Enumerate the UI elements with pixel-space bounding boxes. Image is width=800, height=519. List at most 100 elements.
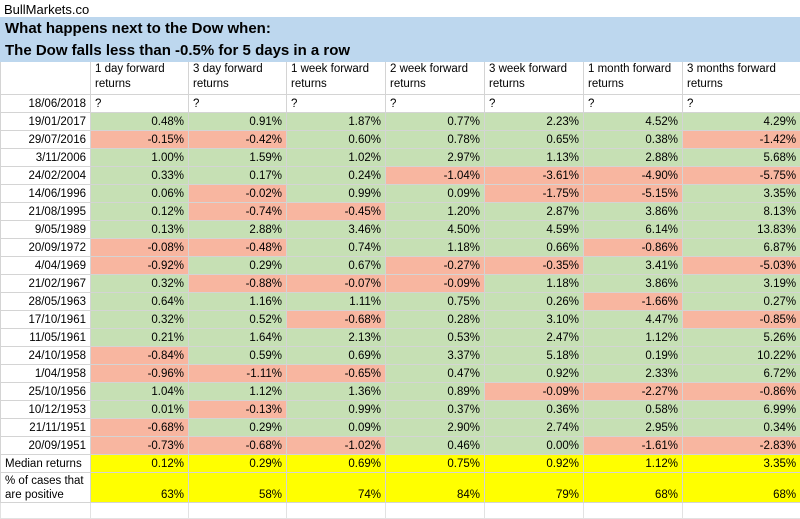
return-cell[interactable]: -0.92% (91, 257, 189, 275)
header-cell[interactable]: 1 day forward returns (91, 62, 189, 95)
date-cell[interactable]: 21/11/1951 (1, 419, 91, 437)
return-cell[interactable]: -0.68% (287, 311, 386, 329)
return-cell[interactable]: 2.97% (386, 149, 485, 167)
return-cell[interactable]: 3.46% (287, 221, 386, 239)
return-cell[interactable]: 0.69% (287, 347, 386, 365)
return-cell[interactable]: 1.02% (287, 149, 386, 167)
return-cell[interactable]: 5.18% (485, 347, 584, 365)
return-cell[interactable]: 0.65% (485, 131, 584, 149)
return-cell[interactable]: 0.92% (485, 365, 584, 383)
return-cell[interactable]: -0.84% (91, 347, 189, 365)
return-cell[interactable]: -0.68% (91, 419, 189, 437)
return-cell[interactable]: 2.33% (584, 365, 683, 383)
return-cell[interactable]: 0.99% (287, 401, 386, 419)
return-cell[interactable]: 4.50% (386, 221, 485, 239)
empty-cell[interactable] (189, 503, 287, 519)
date-cell[interactable]: 25/10/1956 (1, 383, 91, 401)
return-cell[interactable]: 0.19% (584, 347, 683, 365)
return-cell[interactable]: 10.22% (683, 347, 800, 365)
return-cell[interactable]: -0.13% (189, 401, 287, 419)
return-cell[interactable]: 1.12% (189, 383, 287, 401)
return-cell[interactable]: 0.32% (91, 311, 189, 329)
return-cell[interactable]: 1.36% (287, 383, 386, 401)
date-cell[interactable]: 19/01/2017 (1, 113, 91, 131)
return-cell[interactable]: -1.04% (386, 167, 485, 185)
return-cell[interactable]: 0.00% (485, 437, 584, 455)
return-cell[interactable]: -0.27% (386, 257, 485, 275)
empty-cell[interactable] (485, 503, 584, 519)
return-cell[interactable]: -0.09% (386, 275, 485, 293)
return-cell[interactable]: 0.33% (91, 167, 189, 185)
return-cell[interactable]: 1.18% (386, 239, 485, 257)
return-cell[interactable]: 2.95% (584, 419, 683, 437)
return-cell[interactable]: 4.29% (683, 113, 800, 131)
return-cell[interactable]: -0.86% (584, 239, 683, 257)
date-cell[interactable]: 20/09/1951 (1, 437, 91, 455)
return-cell[interactable]: 6.87% (683, 239, 800, 257)
return-cell[interactable]: 2.13% (287, 329, 386, 347)
return-cell[interactable]: 0.89% (386, 383, 485, 401)
date-cell[interactable]: 21/08/1995 (1, 203, 91, 221)
return-cell[interactable]: -0.65% (287, 365, 386, 383)
return-cell[interactable]: -0.48% (189, 239, 287, 257)
date-cell[interactable]: 29/07/2016 (1, 131, 91, 149)
return-cell[interactable]: 2.87% (485, 203, 584, 221)
date-cell[interactable]: 4/04/1969 (1, 257, 91, 275)
return-cell[interactable]: 1.13% (485, 149, 584, 167)
return-cell[interactable]: 4.59% (485, 221, 584, 239)
return-cell[interactable]: 4.52% (584, 113, 683, 131)
current-value-cell[interactable]: ? (584, 95, 683, 113)
return-cell[interactable]: -4.90% (584, 167, 683, 185)
return-cell[interactable]: 3.37% (386, 347, 485, 365)
date-cell[interactable]: 21/02/1967 (1, 275, 91, 293)
return-cell[interactable]: 0.48% (91, 113, 189, 131)
date-cell[interactable]: 20/09/1972 (1, 239, 91, 257)
return-cell[interactable]: 0.27% (683, 293, 800, 311)
return-cell[interactable]: -0.88% (189, 275, 287, 293)
return-cell[interactable]: 6.72% (683, 365, 800, 383)
return-cell[interactable]: 0.99% (287, 185, 386, 203)
return-cell[interactable]: -1.66% (584, 293, 683, 311)
return-cell[interactable]: 0.75% (386, 293, 485, 311)
return-cell[interactable]: 0.66% (485, 239, 584, 257)
return-cell[interactable]: 5.26% (683, 329, 800, 347)
return-cell[interactable]: 3.35% (683, 185, 800, 203)
return-cell[interactable]: 0.09% (287, 419, 386, 437)
return-cell[interactable]: 2.88% (584, 149, 683, 167)
return-cell[interactable]: -1.75% (485, 185, 584, 203)
return-cell[interactable]: 1.64% (189, 329, 287, 347)
return-cell[interactable]: 3.41% (584, 257, 683, 275)
return-cell[interactable]: 0.21% (91, 329, 189, 347)
positive-pct-cell[interactable]: 79% (485, 473, 584, 503)
return-cell[interactable]: 3.86% (584, 203, 683, 221)
date-cell[interactable]: 9/05/1989 (1, 221, 91, 239)
return-cell[interactable]: 0.67% (287, 257, 386, 275)
return-cell[interactable]: 3.10% (485, 311, 584, 329)
return-cell[interactable]: 0.77% (386, 113, 485, 131)
return-cell[interactable]: 0.32% (91, 275, 189, 293)
return-cell[interactable]: 0.34% (683, 419, 800, 437)
return-cell[interactable]: -5.03% (683, 257, 800, 275)
return-cell[interactable]: -1.61% (584, 437, 683, 455)
date-cell[interactable]: 24/02/2004 (1, 167, 91, 185)
median-value-cell[interactable]: 0.29% (189, 455, 287, 473)
title-line-1[interactable]: What happens next to the Dow when: (1, 18, 800, 40)
return-cell[interactable]: 0.74% (287, 239, 386, 257)
return-cell[interactable]: 0.13% (91, 221, 189, 239)
return-cell[interactable]: -0.45% (287, 203, 386, 221)
return-cell[interactable]: 0.60% (287, 131, 386, 149)
return-cell[interactable]: -0.68% (189, 437, 287, 455)
return-cell[interactable]: -0.35% (485, 257, 584, 275)
positive-pct-cell[interactable]: 84% (386, 473, 485, 503)
date-cell[interactable]: 24/10/1958 (1, 347, 91, 365)
return-cell[interactable]: -0.07% (287, 275, 386, 293)
return-cell[interactable]: 0.36% (485, 401, 584, 419)
return-cell[interactable]: 2.23% (485, 113, 584, 131)
empty-cell[interactable] (1, 503, 91, 519)
return-cell[interactable]: -5.15% (584, 185, 683, 203)
return-cell[interactable]: 0.26% (485, 293, 584, 311)
title-line-2[interactable]: The Dow falls less than -0.5% for 5 days… (1, 40, 800, 62)
return-cell[interactable]: -0.96% (91, 365, 189, 383)
return-cell[interactable]: 2.88% (189, 221, 287, 239)
return-cell[interactable]: 0.29% (189, 257, 287, 275)
